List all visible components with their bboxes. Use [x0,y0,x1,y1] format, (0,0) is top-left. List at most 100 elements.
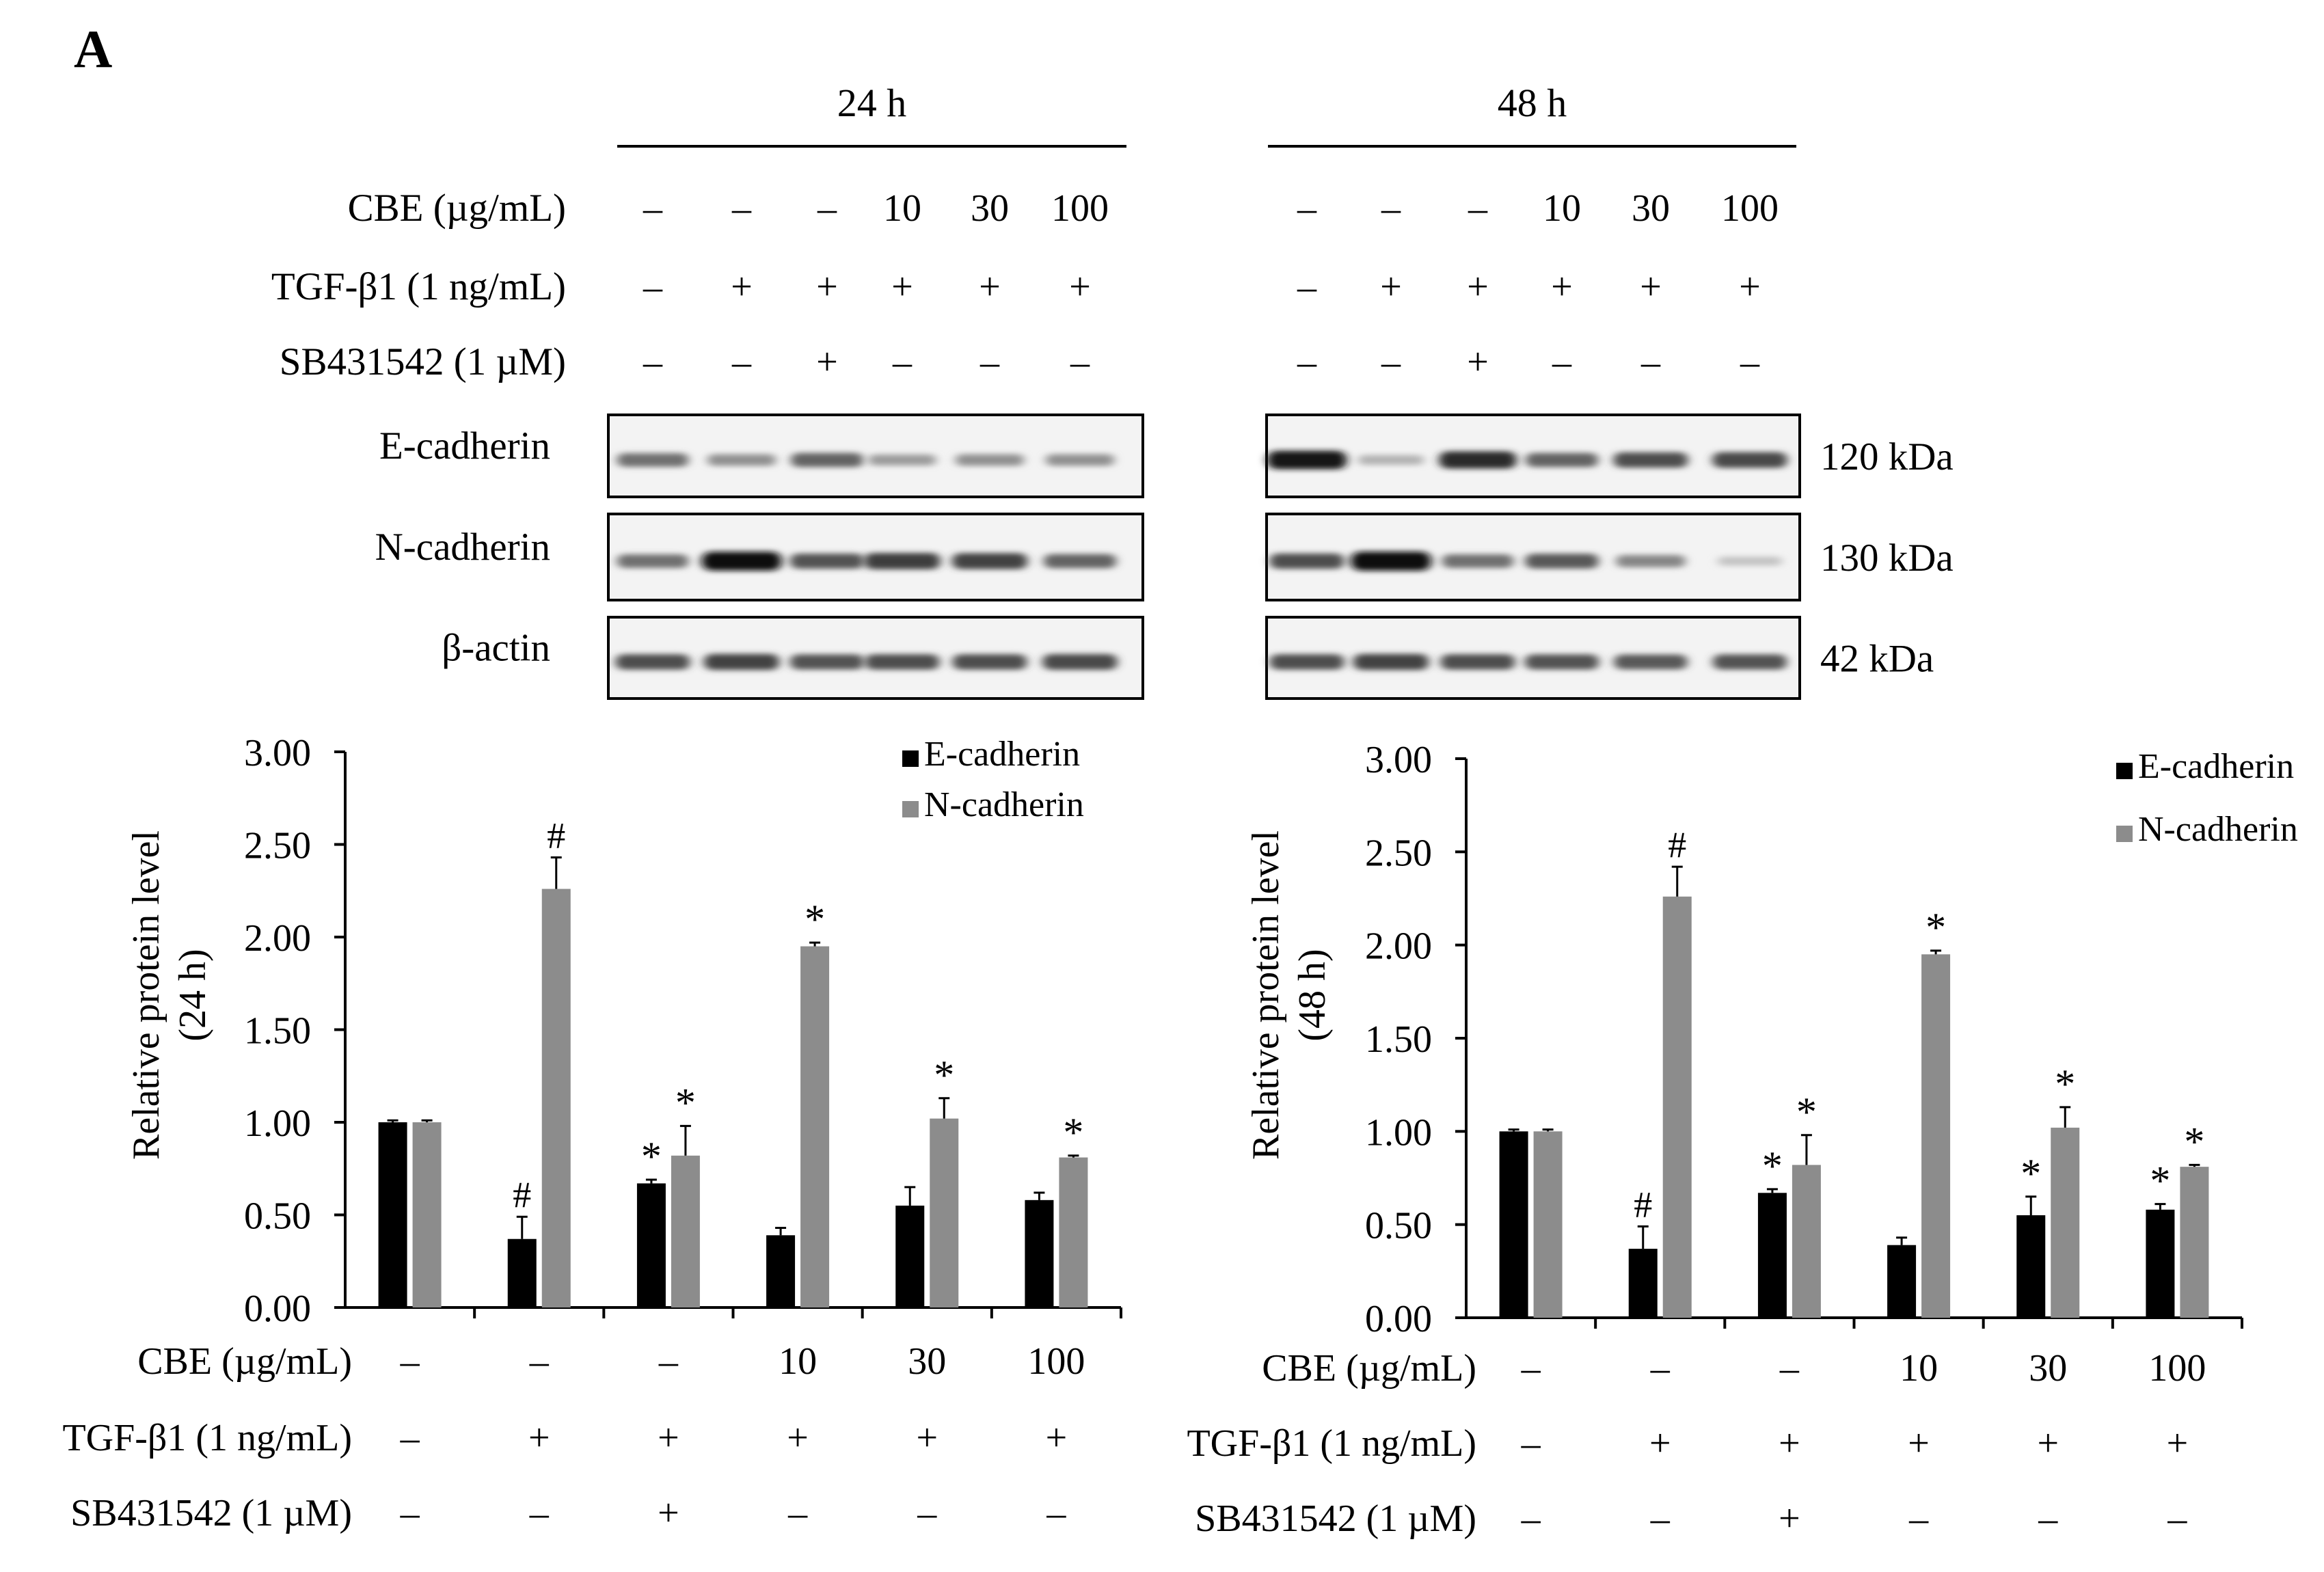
blot-band [615,654,690,670]
blot-band [952,654,1027,670]
treatment-value: + [658,1417,679,1459]
legend-swatch-n-cadherin [902,801,919,817]
bar-n-cadherin-1 [1533,1131,1563,1318]
treatment-label-tgf-1-1-ng-ml: TGF-β1 (1 ng/mL) [62,1417,352,1459]
bar-e-cadherin-2 [1628,1249,1658,1318]
significance-mark: * [641,1134,662,1179]
blot-band [868,454,936,466]
blot-treatment-value: + [1467,341,1489,383]
treatment-value: – [1046,1492,1066,1534]
blot-band [1525,554,1599,569]
blot-treatment-value: + [891,266,913,308]
treatment-value: – [400,1492,420,1534]
bar-e-cadherin-2 [507,1238,537,1307]
blot-treatment-value: – [1552,341,1572,383]
treatment-value: – [529,1340,550,1383]
legend-label-e-cadherin: E-cadherin [924,735,1080,774]
treatment-value: – [917,1492,937,1534]
blot-row-label-cbe-g-ml: CBE (µg/mL) [348,187,566,230]
bar-n-cadherin-5 [2051,1127,2080,1318]
blot-band [789,654,865,670]
treatment-value: + [1649,1422,1671,1465]
significance-mark: # [1634,1184,1652,1225]
significance-mark: # [513,1174,531,1215]
blot-treatment-value: – [1297,266,1317,308]
treatment-value: + [2037,1422,2059,1465]
bar-e-cadherin-1 [1499,1131,1528,1318]
timepoint-label-48-h: 48 h [1498,81,1567,125]
blot-band [1269,553,1345,569]
bar-e-cadherin-5 [895,1205,925,1307]
timepoint-label-24-h: 24 h [837,81,907,125]
y-tick-label: 1.50 [244,1010,311,1053]
blot-treatment-value: – [1468,187,1488,230]
bar-n-cadherin-2 [1662,896,1692,1318]
blot-treatment-value: + [1380,266,1402,308]
legend-label-n-cadherin: N-cadherin [924,785,1084,824]
treatment-value: 10 [779,1340,817,1383]
blot-treatment-value: – [643,341,663,383]
bar-e-cadherin-3 [1757,1193,1787,1318]
blot-treatment-value: + [979,266,1001,308]
bar-n-cadherin-3 [671,1155,700,1307]
blot-band [1351,552,1431,571]
blot-band [789,553,865,569]
bar-n-cadherin-6 [1059,1157,1088,1307]
blot-treatment-value: + [1551,266,1573,308]
treatment-value: – [1908,1498,1929,1540]
treatment-value: – [2167,1498,2187,1540]
blot-treatment-value: – [1070,341,1090,383]
protein-label-n-cadherin: N-cadherin [375,526,550,569]
blot-band [1269,654,1345,670]
blot-band [1616,554,1686,568]
treatment-value: 100 [1027,1340,1085,1383]
significance-mark: * [2055,1061,2075,1107]
bar-e-cadherin-4 [766,1235,796,1307]
bar-chart-1: 0.00 0.50 1.00 1.50 2.00 2.50 3.00 Relative pro… [62,732,1122,1534]
bar-e-cadherin-4 [1887,1245,1917,1318]
y-tick-label: 2.00 [244,917,311,960]
treatment-value: + [1779,1498,1800,1540]
legend-label-n-cadherin: N-cadherin [2138,810,2298,849]
treatment-value: – [1650,1347,1671,1390]
treatment-label-cbe-g-ml: CBE (µg/mL) [137,1340,352,1383]
blot-band [1718,556,1782,566]
blot-row-label-sb431542-1-m: SB431542 (1 µM) [280,340,566,383]
blot-band [1439,451,1517,469]
kda-label-e-cadherin: 120 kDa [1820,435,1954,478]
y-tick-label: 2.50 [244,825,311,867]
treatment-value: – [1650,1498,1671,1540]
blot-treatment-value: 100 [1721,187,1779,230]
treatment-value: – [529,1492,550,1534]
blot-treatment-value: + [1467,266,1489,308]
blot-treatment-value: – [1381,187,1401,230]
blot-band [1267,450,1347,470]
blot-band [791,452,863,467]
significance-mark: * [934,1053,954,1098]
blot-band [617,554,689,568]
treatment-value: + [2167,1422,2189,1465]
blot-treatment-value: + [1640,266,1662,308]
bar-charts: 0.00 0.50 1.00 1.50 2.00 2.50 3.00 Relative pro… [62,732,2297,1540]
significance-mark: * [2150,1158,2170,1204]
y-tick-label: 0.50 [1365,1205,1432,1247]
legend-swatch-e-cadherin [902,750,919,767]
blot-band [951,553,1028,569]
blot-treatment-value: + [816,341,838,383]
bar-n-cadherin-4 [1921,954,1951,1318]
blot-treatment-value: + [1739,266,1761,308]
panel-label: A [74,19,112,79]
y-tick-label: 0.50 [244,1195,311,1238]
treatment-value: – [400,1417,420,1459]
bar-n-cadherin-1 [412,1122,442,1307]
bar-n-cadherin-5 [930,1118,959,1307]
blot-band [1044,554,1116,569]
bar-n-cadherin-4 [800,946,830,1307]
significance-mark: * [2021,1151,2041,1196]
bar-e-cadherin-1 [378,1122,407,1307]
blot-treatment-value: – [1297,187,1317,230]
treatment-label-sb431542-1-m: SB431542 (1 µM) [70,1492,352,1534]
bar-n-cadherin-3 [1792,1165,1821,1318]
treatment-value: – [1521,1422,1541,1465]
